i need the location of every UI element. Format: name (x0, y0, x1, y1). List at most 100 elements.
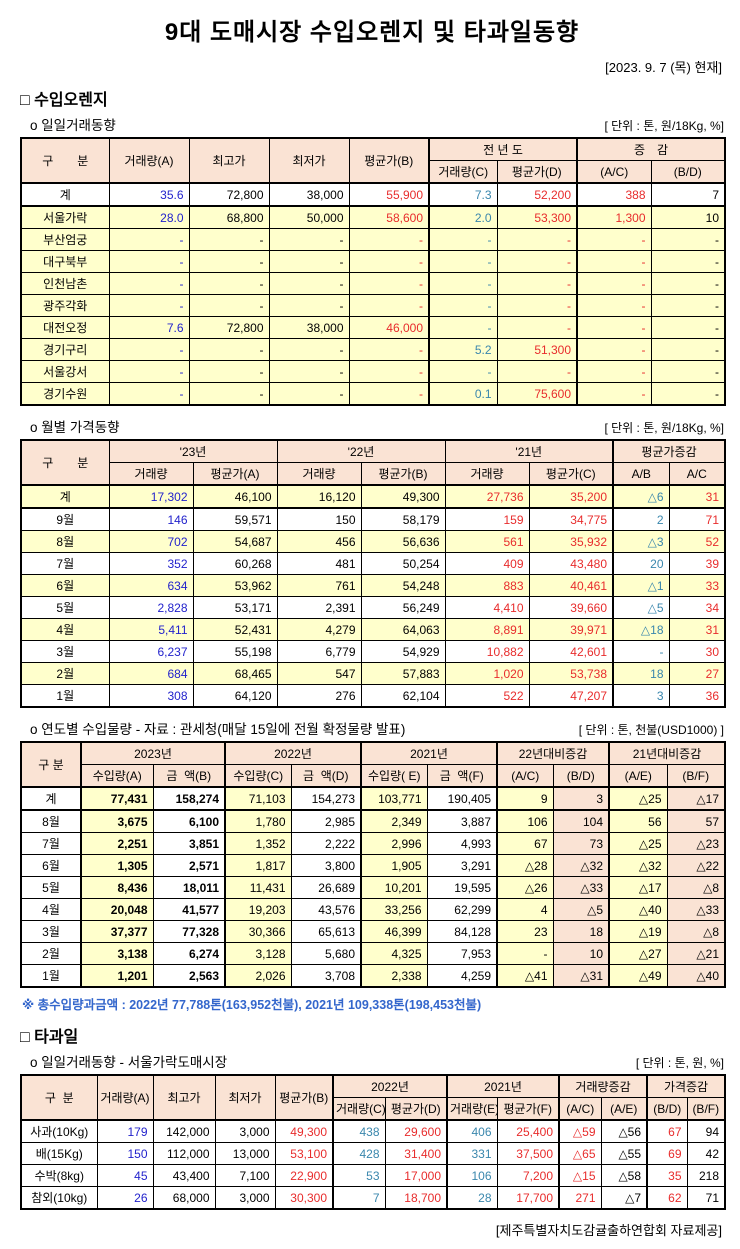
cell: 38,000 (268, 182, 350, 207)
cell: 42 (686, 1142, 726, 1165)
col-header-bd: (B/D) (650, 160, 726, 184)
table-row: 광주각화 - - - - - - - - (20, 294, 726, 317)
yearly-import-heading: o 연도별 수입물량 - 자료 : 관세청(매달 15일에 전월 확정물량 발표… (30, 722, 406, 737)
fruit-daily-table: 구 분 거래량(A) 최고가 최저가 평균가(B) 2022년 2021년 거래… (20, 1074, 727, 1210)
row-label: 6월 (20, 854, 82, 877)
col-header-avg-b: 평균가(B) (274, 1074, 334, 1121)
row-label: 수박(8kg) (20, 1164, 98, 1187)
table-row: 6월 1,305 2,571 1,817 3,800 1,905 3,291 △28 △32 △3… (20, 854, 726, 877)
cell: 67 (496, 832, 554, 855)
cell: - (188, 272, 270, 295)
col-header-import-c: 수입량(C) (224, 764, 292, 788)
cell: 26 (96, 1186, 154, 1210)
cell: 1,905 (360, 854, 428, 877)
row-label: 2월 (20, 942, 82, 965)
yearly-import-table: 구 분 2023년 2022년 2021년 22년대비증감 21년대비증감 수입… (20, 741, 726, 988)
cell: 3,000 (214, 1186, 276, 1210)
cell: △33 (552, 876, 610, 899)
cell: 72,800 (188, 182, 270, 207)
cell: △27 (608, 942, 668, 965)
row-label: 3월 (20, 640, 110, 663)
col-header-gubun: 구 분 (20, 137, 110, 184)
cell: 5,411 (108, 618, 194, 641)
row-label: 배(15Kg) (20, 1142, 98, 1165)
section-heading-imported-orange: □ 수입오렌지 (20, 92, 108, 109)
fruit-daily-table-body: 사과(10Kg) 179 142,000 3,000 49,300 438 29,600 40… (20, 1119, 726, 1210)
cell: 18,700 (384, 1186, 448, 1210)
cell: 308 (108, 684, 194, 708)
row-label: 사과(10Kg) (20, 1119, 98, 1143)
cell: 64,063 (360, 618, 446, 641)
monthly-price-unit-label: [ 단위 : 톤, 원/18Kg, %] (604, 421, 724, 435)
cell: △40 (608, 898, 668, 921)
col-header-bd: (B/D) (552, 764, 610, 788)
cell: △25 (608, 832, 668, 855)
row-label: 부산엄궁 (20, 228, 110, 251)
cell: 3,128 (224, 942, 292, 965)
cell: 36 (668, 684, 726, 708)
cell: 19,203 (224, 898, 292, 921)
cell: 71,103 (224, 786, 292, 811)
cell: - (496, 294, 579, 317)
fruit-daily-heading: o 일일거래동향 - 서울가락도매시장 (30, 1055, 228, 1070)
cell: 71 (668, 507, 726, 531)
cell: 276 (276, 684, 362, 708)
col-header-high: 최고가 (152, 1074, 216, 1121)
col-header-2022: 2022년 (224, 741, 362, 765)
cell: 53,171 (192, 596, 278, 619)
col-header-volume-c: 거래량(C) (428, 160, 498, 184)
cell: 5,680 (290, 942, 362, 965)
date-note: [2023. 9. 7 (목) 현재] (605, 60, 722, 75)
table-row: 8월 702 54,687 456 56,636 561 35,932 △3 52 (20, 530, 726, 553)
cell: 7,200 (496, 1164, 560, 1187)
table-row: 서울가락 28.0 68,800 50,000 58,600 2.0 53,300 1,300… (20, 205, 726, 229)
cell: 352 (108, 552, 194, 575)
col-header-gubun: 구 분 (20, 439, 110, 486)
cell: 406 (446, 1119, 498, 1143)
cell: 218 (686, 1164, 726, 1187)
row-label: 1월 (20, 964, 82, 988)
cell: - (348, 360, 430, 383)
cell: - (650, 360, 726, 383)
cell: 17,302 (108, 484, 194, 509)
col-header-amount-d: 금 액(D) (290, 764, 362, 788)
row-label: 2월 (20, 662, 110, 685)
cell: 42,601 (528, 640, 614, 663)
cell: 68,800 (188, 205, 270, 229)
col-header-prev-year: 전 년 도 (428, 137, 579, 161)
row-label: 서울강서 (20, 360, 110, 383)
cell: 35,932 (528, 530, 614, 553)
cell: 62,299 (426, 898, 498, 921)
cell: 2,571 (152, 854, 226, 877)
row-label: 경기구리 (20, 338, 110, 361)
row-label: 계 (20, 484, 110, 509)
cell: 179 (96, 1119, 154, 1143)
cell: 1,201 (80, 964, 154, 988)
cell: - (348, 250, 430, 273)
table-row: 계 35.6 72,800 38,000 55,900 7.3 52,200 388 7 (20, 182, 726, 207)
cell: 34 (668, 596, 726, 619)
cell: 8,436 (80, 876, 154, 899)
cell: 150 (96, 1142, 154, 1165)
row-label: 8월 (20, 530, 110, 553)
cell: 35.6 (108, 182, 190, 207)
cell: 27 (668, 662, 726, 685)
cell: 46,100 (192, 484, 278, 509)
cell: △32 (552, 854, 610, 877)
cell: 55,198 (192, 640, 278, 663)
col-header-avg-d: 평균가(D) (496, 160, 579, 184)
cell: 22,900 (274, 1164, 334, 1187)
cell: 10,882 (444, 640, 530, 663)
cell: 2.0 (428, 205, 498, 229)
cell: 49,300 (274, 1119, 334, 1143)
cell: 57,883 (360, 662, 446, 685)
cell: 106 (496, 809, 554, 833)
cell: △41 (496, 964, 554, 988)
col-header-2021: 2021년 (446, 1074, 560, 1098)
cell: 33,256 (360, 898, 428, 921)
cell: 190,405 (426, 786, 498, 811)
cell: - (496, 316, 579, 339)
cell: 17,000 (384, 1164, 448, 1187)
cell: △8 (666, 876, 726, 899)
cell: 4,325 (360, 942, 428, 965)
